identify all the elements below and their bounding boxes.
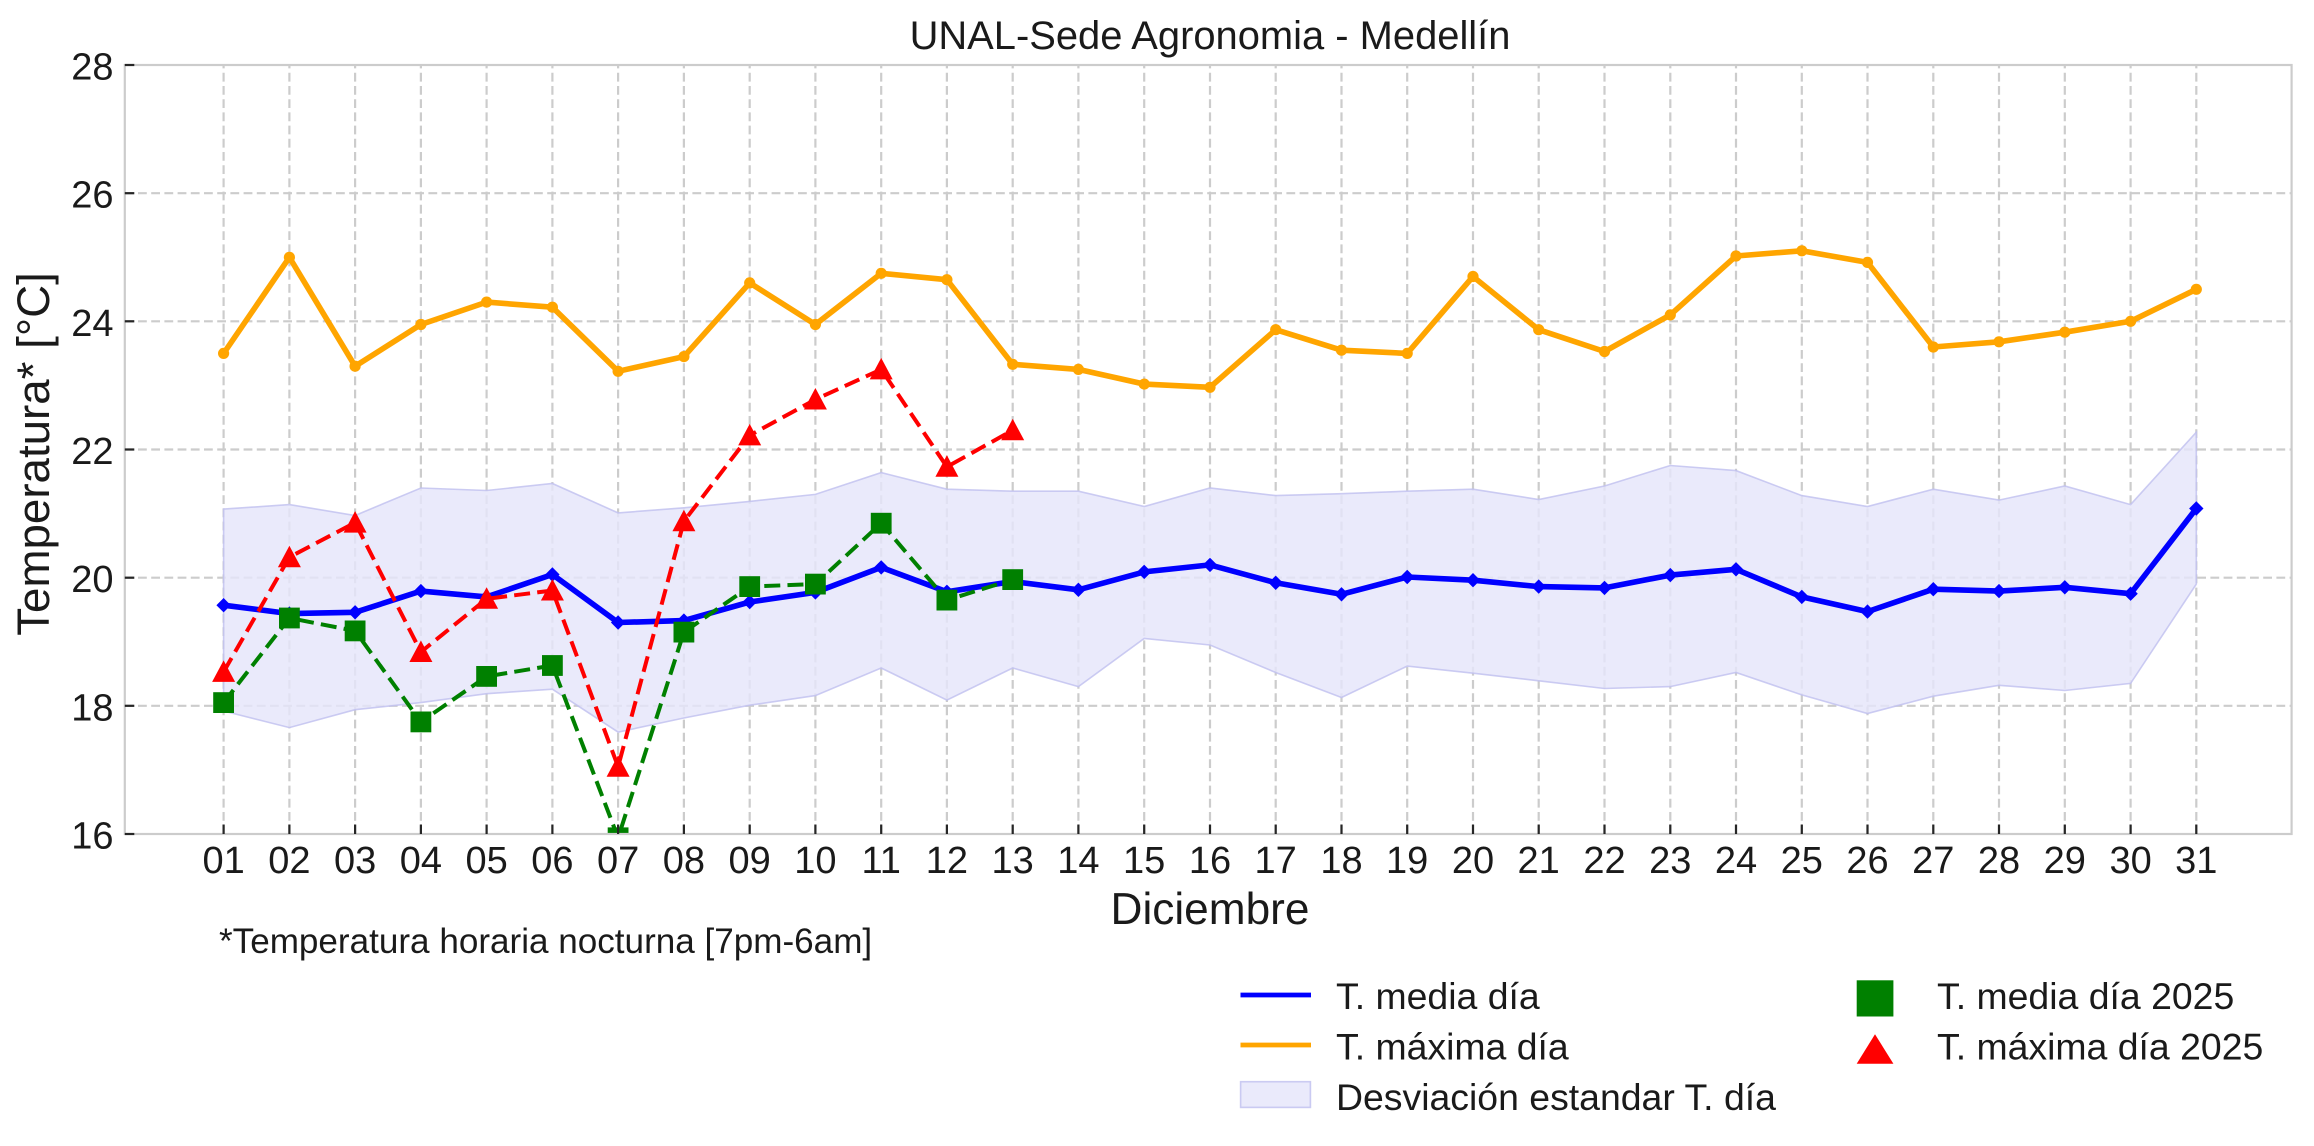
svg-text:07: 07	[597, 840, 639, 882]
svg-text:21: 21	[1518, 840, 1560, 882]
svg-text:Diciembre: Diciembre	[1111, 885, 1310, 934]
svg-text:05: 05	[465, 840, 507, 882]
svg-text:25: 25	[1781, 840, 1823, 882]
svg-text:15: 15	[1123, 840, 1165, 882]
svg-text:22: 22	[1583, 840, 1625, 882]
svg-text:Temperatura* [°C]: Temperatura* [°C]	[8, 272, 59, 636]
svg-text:27: 27	[1912, 840, 1954, 882]
svg-text:14: 14	[1057, 840, 1099, 882]
svg-text:18: 18	[71, 687, 113, 729]
svg-text:19: 19	[1386, 840, 1428, 882]
svg-text:03: 03	[334, 840, 376, 882]
svg-text:26: 26	[71, 175, 113, 217]
svg-text:26: 26	[1846, 840, 1888, 882]
svg-text:T. media día 2025: T. media día 2025	[1937, 975, 2234, 1017]
svg-text:Desviación estandar T. día: Desviación estandar T. día	[1336, 1076, 1776, 1118]
svg-text:28: 28	[1978, 840, 2020, 882]
svg-text:T. máxima día 2025: T. máxima día 2025	[1937, 1026, 2263, 1068]
svg-text:24: 24	[1715, 840, 1757, 882]
svg-text:23: 23	[1649, 840, 1691, 882]
svg-text:01: 01	[202, 840, 244, 882]
svg-text:16: 16	[1189, 840, 1231, 882]
svg-text:06: 06	[531, 840, 573, 882]
svg-text:18: 18	[1320, 840, 1362, 882]
svg-text:T. máxima día: T. máxima día	[1336, 1026, 1569, 1068]
svg-text:13: 13	[992, 840, 1034, 882]
svg-text:09: 09	[729, 840, 771, 882]
svg-text:20: 20	[1452, 840, 1494, 882]
svg-text:10: 10	[794, 840, 836, 882]
svg-text:*Temperatura horaria nocturna: *Temperatura horaria nocturna [7pm-6am]	[219, 922, 872, 961]
svg-text:UNAL-Sede Agronomia - Medellín: UNAL-Sede Agronomia - Medellín	[910, 14, 1511, 58]
svg-text:30: 30	[2109, 840, 2151, 882]
svg-text:20: 20	[71, 559, 113, 601]
svg-text:28: 28	[71, 47, 113, 89]
svg-text:12: 12	[926, 840, 968, 882]
svg-text:11: 11	[861, 840, 900, 882]
svg-text:04: 04	[400, 840, 442, 882]
svg-text:08: 08	[663, 840, 705, 882]
svg-text:22: 22	[71, 431, 113, 473]
svg-text:31: 31	[2175, 840, 2217, 882]
svg-text:16: 16	[71, 816, 113, 858]
svg-text:02: 02	[268, 840, 310, 882]
svg-text:24: 24	[71, 303, 113, 345]
svg-text:17: 17	[1255, 840, 1297, 882]
svg-text:T. media día: T. media día	[1336, 975, 1540, 1017]
svg-text:29: 29	[2044, 840, 2086, 882]
